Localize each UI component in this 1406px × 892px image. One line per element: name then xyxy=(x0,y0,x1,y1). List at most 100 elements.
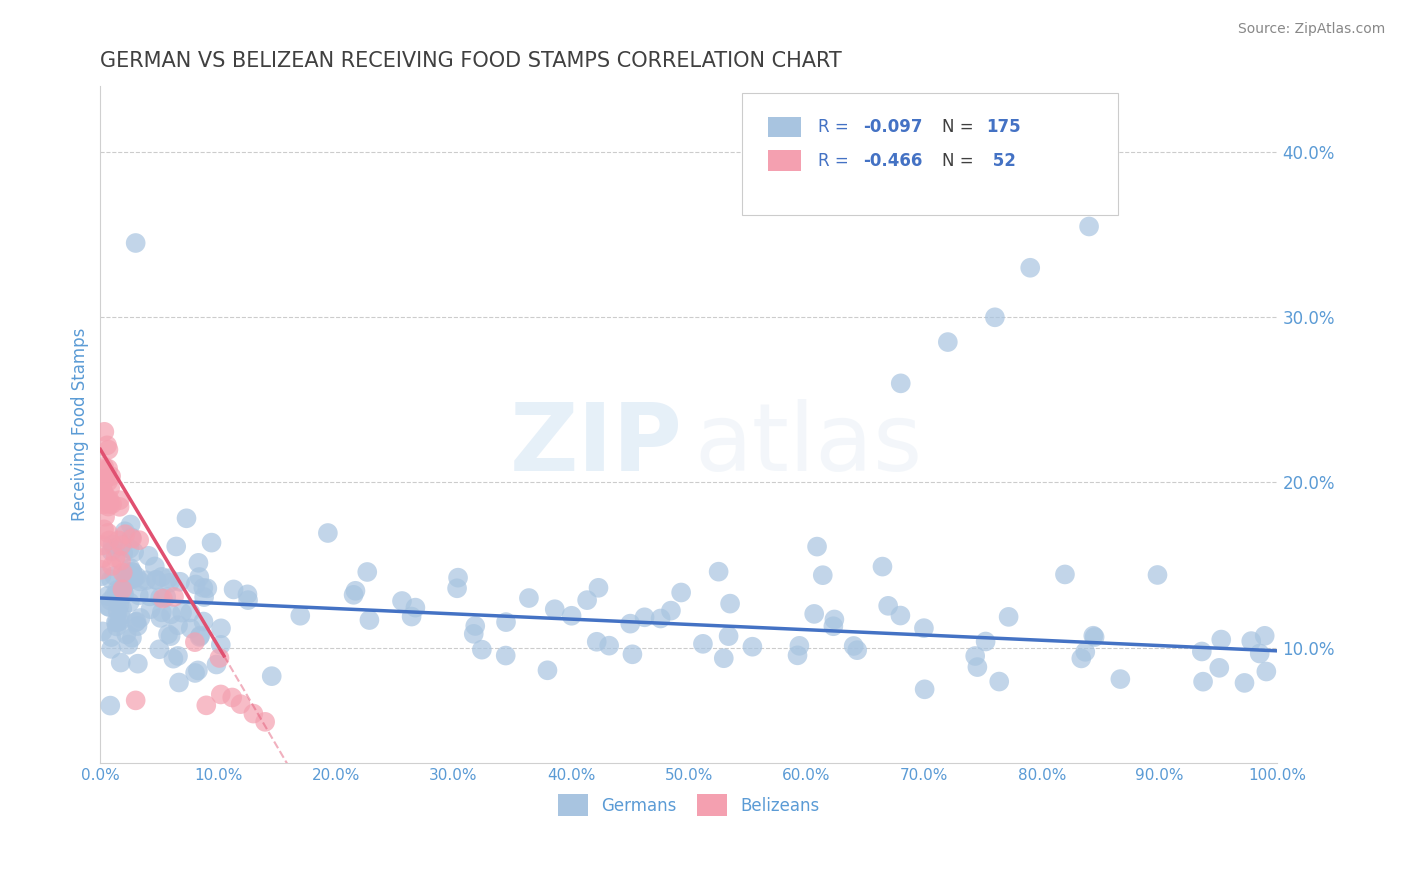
Point xyxy=(877,599,900,613)
Point xyxy=(104,550,127,565)
Point xyxy=(1240,634,1263,648)
Point xyxy=(120,561,142,575)
Point xyxy=(114,576,136,591)
Point xyxy=(167,675,190,690)
Point xyxy=(187,556,209,570)
Point xyxy=(121,631,143,645)
Point xyxy=(127,657,149,671)
Point xyxy=(135,574,157,588)
Point xyxy=(209,688,232,702)
Point xyxy=(464,619,486,633)
Point xyxy=(122,545,145,559)
Point xyxy=(163,590,186,604)
Point xyxy=(108,493,131,508)
Point xyxy=(91,475,114,489)
Point xyxy=(160,607,183,622)
Point xyxy=(842,639,865,653)
Point xyxy=(471,642,494,657)
Point xyxy=(96,493,118,508)
Point xyxy=(97,494,120,508)
Point xyxy=(139,602,162,616)
Text: Source: ZipAtlas.com: Source: ZipAtlas.com xyxy=(1237,22,1385,37)
Y-axis label: Receiving Food Stamps: Receiving Food Stamps xyxy=(72,328,89,521)
Point xyxy=(117,638,139,652)
Point xyxy=(619,616,641,631)
Point xyxy=(786,648,808,663)
Point xyxy=(195,698,218,713)
Point xyxy=(97,599,120,614)
Point xyxy=(107,589,129,603)
Point xyxy=(650,611,672,625)
Point xyxy=(446,582,468,596)
Point xyxy=(1233,676,1256,690)
Point xyxy=(1109,672,1132,686)
Point xyxy=(108,599,131,613)
Point xyxy=(98,593,121,607)
Point xyxy=(517,591,540,605)
Point xyxy=(1254,629,1277,643)
Point xyxy=(290,608,312,623)
Point xyxy=(107,585,129,599)
Point xyxy=(806,540,828,554)
Point xyxy=(221,690,243,705)
Point xyxy=(143,559,166,574)
Point xyxy=(145,573,167,587)
Point xyxy=(105,587,128,601)
Point xyxy=(91,462,114,476)
Point xyxy=(97,589,120,603)
Point xyxy=(98,533,121,548)
Point xyxy=(404,600,426,615)
Point xyxy=(717,629,740,643)
Point xyxy=(90,478,112,492)
Text: 175: 175 xyxy=(987,118,1021,136)
Point xyxy=(117,565,139,579)
FancyBboxPatch shape xyxy=(768,151,800,170)
Point xyxy=(222,582,245,597)
Point xyxy=(1211,632,1233,647)
Point xyxy=(100,641,122,656)
FancyBboxPatch shape xyxy=(768,117,800,136)
Point xyxy=(148,642,170,657)
Point xyxy=(167,648,190,663)
Point xyxy=(1249,647,1271,661)
Point xyxy=(236,587,259,601)
Point xyxy=(187,664,209,678)
Point xyxy=(97,525,120,540)
Point xyxy=(104,541,127,555)
Point xyxy=(576,593,599,607)
Point xyxy=(98,491,121,506)
Point xyxy=(139,590,162,604)
Point xyxy=(149,611,172,625)
Point xyxy=(110,656,132,670)
Point xyxy=(129,611,152,625)
Point xyxy=(890,376,912,391)
Point xyxy=(120,572,142,586)
Point xyxy=(101,559,124,574)
Point xyxy=(114,527,136,541)
Point xyxy=(93,488,115,502)
Point xyxy=(846,643,869,657)
Point xyxy=(107,604,129,618)
Point xyxy=(118,595,141,609)
Point xyxy=(93,485,115,500)
Point xyxy=(100,544,122,558)
Point xyxy=(1054,186,1077,201)
Point xyxy=(342,588,364,602)
Point xyxy=(169,574,191,589)
Point xyxy=(184,635,207,649)
Point xyxy=(823,619,845,633)
Point xyxy=(495,648,517,663)
Text: atlas: atlas xyxy=(695,399,922,491)
Point xyxy=(91,498,114,512)
Point xyxy=(188,570,211,584)
Point xyxy=(536,663,558,677)
Point xyxy=(1146,568,1168,582)
Point xyxy=(1019,260,1042,275)
FancyBboxPatch shape xyxy=(742,93,1119,215)
Point xyxy=(561,608,583,623)
Point xyxy=(162,651,184,665)
Point xyxy=(97,475,120,489)
Point xyxy=(692,637,714,651)
Point xyxy=(90,479,112,493)
Point xyxy=(138,549,160,563)
